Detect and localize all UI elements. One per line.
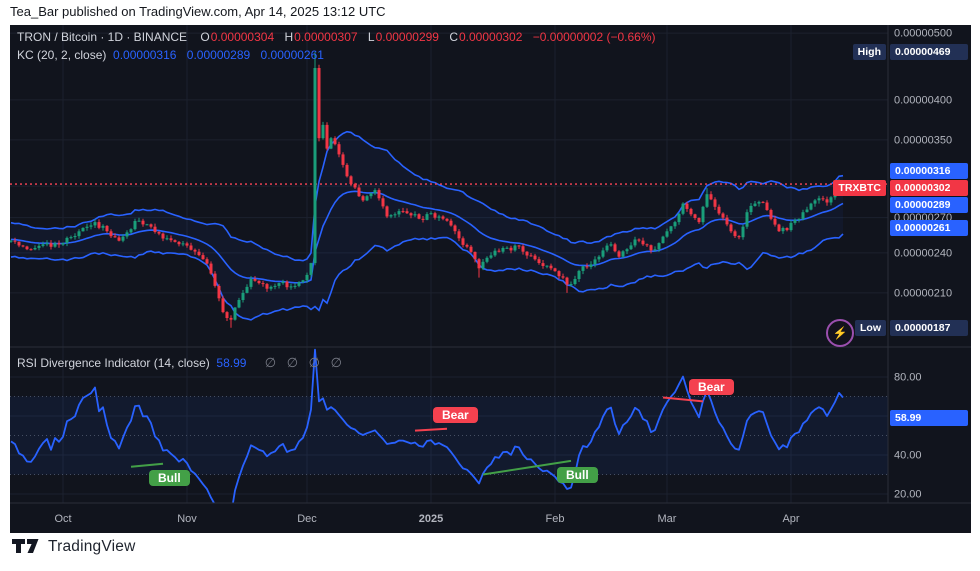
rsi-value-badge: 58.99 <box>890 410 968 426</box>
boost-lightning-icon[interactable]: ⚡ <box>826 319 854 347</box>
bull-divergence-line <box>482 459 572 476</box>
tradingview-brand-text: TradingView <box>48 538 136 555</box>
high-value-legend: 0.00000307 <box>294 30 358 44</box>
kc-mid-badge: 0.00000289 <box>890 196 968 213</box>
bull-divergence-label: Bull <box>149 469 190 486</box>
bear-divergence-line <box>414 427 448 432</box>
bear-divergence-label: Bear <box>689 379 734 396</box>
candlesticks <box>10 52 845 328</box>
low-marker-value-badge: 0.00000187 <box>890 319 968 336</box>
bull-divergence-label: Bull <box>557 466 598 483</box>
svg-text:Feb: Feb <box>546 513 565 525</box>
kc-legend-row[interactable]: KC (20, 2, close) 0.00000316 0.00000289 … <box>17 48 331 62</box>
svg-text:Nov: Nov <box>177 513 197 525</box>
month-gridlines <box>62 25 792 503</box>
close-key: C <box>449 30 458 44</box>
chart-canvas[interactable]: 0.000005000.000004000.000003500.00000270… <box>10 25 971 533</box>
month-labels: Oct Nov Dec 2025 Feb Mar Apr <box>54 513 799 525</box>
ohlc-open: O0.00000304 <box>200 30 281 44</box>
high-key: H <box>284 30 294 44</box>
open-value: 0.00000304 <box>210 30 275 44</box>
svg-text:Apr: Apr <box>782 513 799 525</box>
ohlc-high: H0.00000307 <box>284 30 364 44</box>
last-price-badge: 0.00000302 <box>890 179 968 196</box>
ohlc-low: L0.00000299 <box>368 30 446 44</box>
keltner-lower-line <box>10 233 844 321</box>
bear-divergence-label: Bear <box>433 406 478 423</box>
keltner-upper-line <box>10 130 844 262</box>
kc-upper-value-legend: 0.00000316 <box>113 48 177 62</box>
change-value: −0.00000002 (−0.66%) <box>532 30 656 44</box>
high-marker-value-badge: 0.00000469 <box>890 44 968 61</box>
svg-text:0.00000210: 0.00000210 <box>894 287 952 299</box>
svg-text:40.00: 40.00 <box>894 450 922 462</box>
rsi-empty-plot-values: ∅ ∅ ∅ ∅ <box>264 355 342 370</box>
svg-text:0.00000350: 0.00000350 <box>894 134 952 146</box>
svg-text:2025: 2025 <box>419 513 443 525</box>
svg-text:0.00000240: 0.00000240 <box>894 247 952 259</box>
kc-lower-value-legend: 0.00000261 <box>260 48 324 62</box>
kc-mid-value-legend: 0.00000289 <box>186 48 251 62</box>
lightning-glyph: ⚡ <box>832 326 848 340</box>
svg-text:Oct: Oct <box>54 513 71 525</box>
bull-divergence-line <box>130 462 164 468</box>
rsi-indicator-title: RSI Divergence Indicator (14, close) <box>17 356 210 370</box>
rsi-line <box>10 348 844 503</box>
svg-text:80.00: 80.00 <box>894 372 922 384</box>
main-legend-row[interactable]: TRON / Bitcoin · 1D · BINANCE O0.0000030… <box>17 30 663 44</box>
svg-text:0.00000500: 0.00000500 <box>894 28 952 40</box>
footer-brand-link[interactable]: TradingView <box>12 538 136 556</box>
keltner-middle-line <box>10 190 844 284</box>
chart-panel: 0.00000500 0.00000400 0.00000350 0.00000270… <box>10 25 971 533</box>
low-value-legend: 0.00000299 <box>375 30 439 44</box>
keltner-channel <box>10 130 844 321</box>
kc-upper-badge: 0.00000316 <box>890 162 968 179</box>
rsi-legend-row[interactable]: RSI Divergence Indicator (14, close) 58.… <box>17 355 342 371</box>
rsi-value-legend: 58.99 <box>216 356 247 370</box>
symbol-price-label: TRXBTC <box>833 179 886 196</box>
tradingview-logo-icon <box>12 539 39 553</box>
kc-lower-badge: 0.00000261 <box>890 219 968 236</box>
close-value-legend: 0.00000302 <box>459 30 523 44</box>
keltner-fill <box>11 131 843 320</box>
attribution-text: Tea_Bar published on TradingView.com, Ap… <box>10 4 386 19</box>
low-key: L <box>367 30 375 44</box>
high-marker-label: High <box>852 44 886 61</box>
open-key: O <box>200 30 210 44</box>
price-scale-ticks: 0.000005000.000004000.000003500.00000270… <box>894 28 952 300</box>
svg-text:Mar: Mar <box>658 513 677 525</box>
price-scale-axis[interactable] <box>888 25 971 503</box>
bear-divergence-line <box>662 396 704 403</box>
svg-text:Dec: Dec <box>297 513 317 525</box>
ohlc-close: C0.00000302 <box>449 30 529 44</box>
low-marker-label: Low <box>855 319 886 336</box>
svg-text:20.00: 20.00 <box>894 489 922 501</box>
time-axis[interactable] <box>10 503 971 533</box>
symbol-title[interactable]: TRON / Bitcoin · 1D · BINANCE <box>17 30 188 44</box>
svg-text:0.00000400: 0.00000400 <box>894 94 952 106</box>
kc-indicator-title: KC (20, 2, close) <box>17 48 107 62</box>
